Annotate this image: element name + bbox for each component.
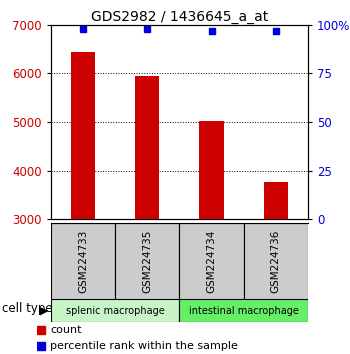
Text: ▶: ▶ bbox=[40, 306, 48, 316]
Title: GDS2982 / 1436645_a_at: GDS2982 / 1436645_a_at bbox=[91, 10, 268, 24]
Bar bbox=[115, 223, 179, 299]
Bar bbox=[71, 52, 95, 219]
Bar bbox=[179, 299, 308, 322]
Text: cell type: cell type bbox=[2, 302, 52, 315]
Bar bbox=[51, 223, 115, 299]
Bar bbox=[179, 223, 244, 299]
Bar bbox=[135, 76, 160, 219]
Text: GSM224734: GSM224734 bbox=[206, 229, 217, 293]
Bar bbox=[199, 121, 224, 219]
Text: intestinal macrophage: intestinal macrophage bbox=[189, 306, 299, 316]
Text: percentile rank within the sample: percentile rank within the sample bbox=[50, 341, 238, 351]
Bar bbox=[264, 183, 288, 219]
Text: splenic macrophage: splenic macrophage bbox=[66, 306, 164, 316]
Text: count: count bbox=[50, 325, 82, 335]
Text: GSM224736: GSM224736 bbox=[271, 229, 281, 293]
Bar bbox=[244, 223, 308, 299]
Text: GSM224733: GSM224733 bbox=[78, 229, 88, 293]
Text: GSM224735: GSM224735 bbox=[142, 229, 152, 293]
Bar bbox=[51, 299, 179, 322]
